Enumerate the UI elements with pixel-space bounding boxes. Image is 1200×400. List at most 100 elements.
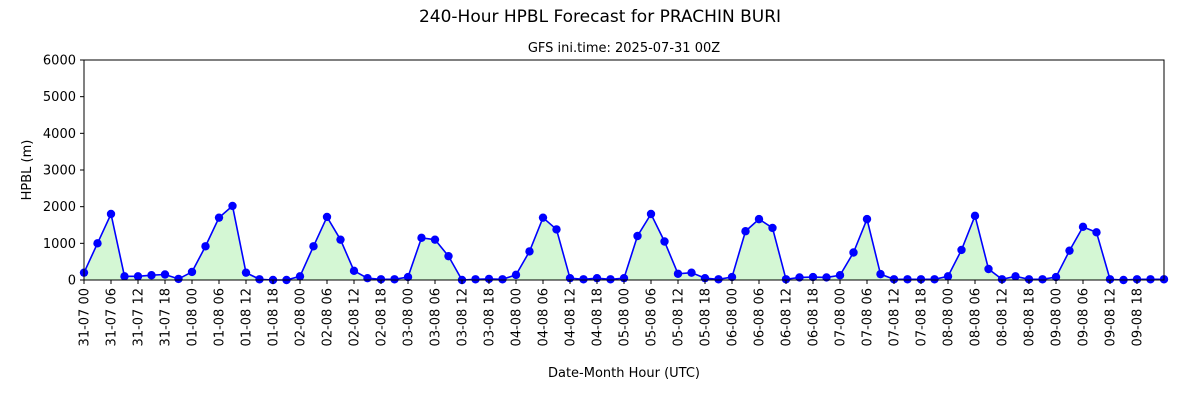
x-tick-label-30: 07-08 12	[888, 288, 903, 346]
data-point-67	[984, 264, 993, 274]
data-point-10	[214, 213, 224, 222]
x-tick-label-22: 05-08 12	[672, 288, 687, 346]
data-point-45	[687, 268, 696, 277]
data-point-26	[430, 235, 440, 244]
x-tick-label-21: 05-08 06	[645, 288, 660, 346]
data-point-42	[646, 209, 656, 219]
y-tick-label-0: 0	[68, 274, 76, 289]
data-point-21	[363, 273, 372, 283]
y-tick-label-6000: 6000	[43, 54, 76, 69]
x-tick-label-2: 31-07 12	[132, 288, 147, 346]
x-tick-label-6: 01-08 12	[240, 288, 255, 346]
data-point-32	[511, 270, 521, 280]
x-tick-label-19: 04-08 18	[591, 288, 606, 346]
x-tick-label-24: 06-08 00	[726, 288, 741, 346]
data-point-13	[255, 275, 264, 284]
y-tick-label-5000: 5000	[43, 90, 76, 105]
data-point-6	[160, 270, 170, 279]
data-point-7	[174, 274, 183, 284]
plot-area: 0 1000 2000 3000 4000 5000 6000 31-07 00 31-07 0…	[43, 54, 1169, 346]
data-point-8	[187, 267, 197, 277]
data-point-19	[336, 235, 345, 244]
data-point-18	[322, 212, 332, 222]
data-point-71	[1038, 275, 1047, 284]
plot-frame	[83, 59, 1165, 281]
x-tick-label-8: 02-08 00	[294, 288, 309, 346]
x-tick-label-28: 07-08 00	[834, 288, 849, 346]
y-tick-label-3000: 3000	[43, 164, 76, 179]
x-tick-label-0: 31-07 00	[78, 288, 93, 346]
x-tick-label-15: 03-08 18	[483, 288, 498, 346]
y-tick-label-2000: 2000	[43, 200, 76, 215]
data-point-56	[835, 271, 845, 280]
data-point-50	[754, 214, 764, 224]
x-tick-label-10: 02-08 12	[348, 288, 363, 346]
data-point-16	[295, 272, 305, 281]
data-point-39	[606, 275, 615, 284]
x-tick-label-26: 06-08 12	[780, 288, 795, 346]
data-point-76	[1105, 275, 1115, 284]
x-tick-label-11: 02-08 18	[375, 288, 390, 346]
data-point-9	[201, 242, 210, 251]
data-point-54	[808, 272, 818, 282]
data-point-11	[228, 201, 237, 211]
data-point-29	[471, 275, 480, 284]
data-point-62	[916, 275, 926, 284]
data-point-72	[1051, 272, 1061, 282]
data-point-30	[484, 274, 494, 284]
data-point-47	[714, 275, 723, 284]
data-point-59	[876, 269, 885, 279]
data-point-2	[106, 209, 116, 219]
data-point-70	[1024, 275, 1034, 284]
x-tick-label-5: 01-08 06	[213, 288, 228, 346]
data-point-52	[781, 275, 791, 284]
data-point-78	[1132, 275, 1142, 284]
x-tick-label-17: 04-08 06	[537, 288, 552, 346]
chart-subtitle: GFS ini.time: 2025-07-31 00Z	[528, 41, 720, 56]
y-axis-label: HPBL (m)	[20, 140, 35, 201]
x-tick-label-7: 01-08 18	[267, 288, 282, 346]
data-point-3	[120, 272, 129, 281]
x-tick-label-4: 01-08 00	[186, 288, 201, 346]
data-point-63	[930, 275, 939, 284]
data-point-60	[889, 275, 899, 284]
data-point-74	[1078, 222, 1088, 232]
x-tick-label-25: 06-08 06	[753, 288, 768, 346]
x-tick-label-34: 08-08 12	[996, 288, 1011, 346]
data-point-58	[862, 214, 872, 224]
y-tick-label-1000: 1000	[43, 237, 76, 252]
x-tick-label-16: 04-08 00	[510, 288, 525, 346]
data-point-66	[970, 211, 980, 221]
x-tick-label-18: 04-08 12	[564, 288, 579, 346]
data-point-22	[376, 275, 386, 284]
x-tick-label-38: 09-08 12	[1104, 288, 1119, 346]
data-point-25	[417, 233, 426, 243]
data-point-49	[741, 227, 750, 236]
data-point-64	[943, 272, 953, 281]
data-point-5	[147, 271, 156, 280]
data-point-34	[538, 213, 548, 222]
data-point-27	[444, 251, 453, 261]
data-point-57	[849, 248, 858, 257]
data-point-1	[93, 239, 102, 248]
x-tick-label-32: 08-08 00	[942, 288, 957, 346]
x-tick-label-3: 31-07 18	[159, 288, 174, 346]
x-tick-label-14: 03-08 12	[456, 288, 471, 346]
data-point-35	[552, 225, 561, 234]
data-point-33	[525, 247, 534, 256]
x-tick-label-23: 05-08 18	[699, 288, 714, 346]
data-point-41	[633, 231, 642, 241]
data-point-79	[1146, 275, 1155, 284]
data-point-69	[1011, 272, 1020, 281]
data-point-17	[309, 242, 318, 251]
x-tick-label-39: 09-08 18	[1131, 288, 1146, 346]
y-tick-label-4000: 4000	[43, 127, 76, 142]
data-point-24	[403, 272, 413, 282]
chart-title: 240-Hour HPBL Forecast for PRACHIN BURI	[419, 7, 781, 27]
x-tick-label-37: 09-08 06	[1077, 288, 1092, 346]
data-point-12	[241, 268, 251, 277]
data-point-44	[673, 269, 683, 278]
x-tick-label-35: 08-08 18	[1023, 288, 1038, 346]
data-point-4	[133, 272, 143, 281]
data-point-51	[768, 223, 777, 233]
